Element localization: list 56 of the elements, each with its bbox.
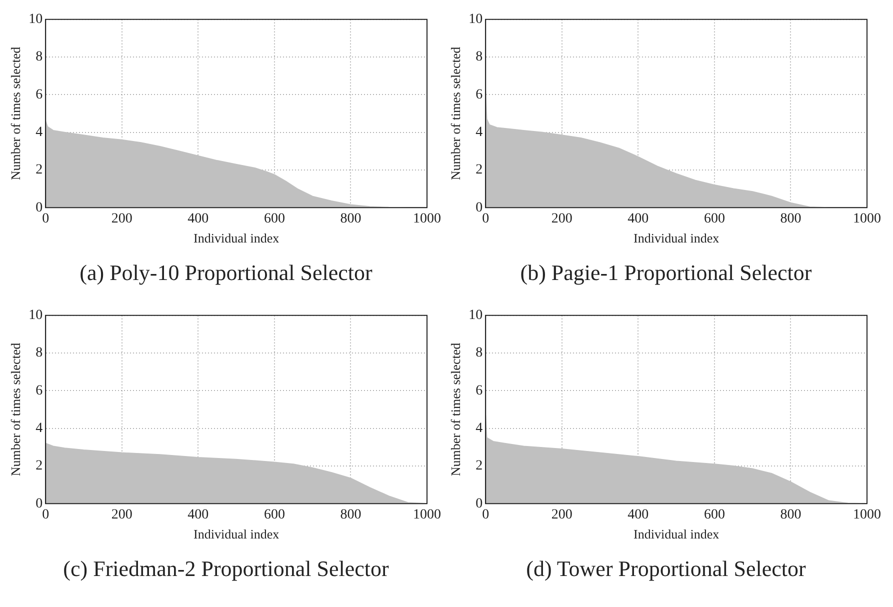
y-tick-label: 0: [36, 496, 43, 512]
x-tick-label: 600: [264, 212, 285, 227]
y-tick-label: 6: [36, 383, 43, 398]
y-tick-label: 2: [476, 162, 483, 178]
x-axis-title: Individual index: [634, 230, 720, 246]
y-tick-label: 0: [476, 496, 483, 512]
x-tick-label: 1000: [853, 508, 881, 523]
y-tick-label: 10: [468, 308, 483, 324]
x-tick-label: 600: [704, 508, 725, 523]
y-axis-title: Number of times selected: [448, 46, 464, 180]
x-tick-label: 400: [628, 212, 649, 227]
x-axis-title: Individual index: [194, 230, 280, 246]
x-tick-label: 800: [780, 212, 802, 227]
y-axis-title: Number of times selected: [448, 342, 464, 476]
y-tick-label: 8: [476, 50, 483, 65]
text: (c) Friedman-2 Proportional Selector: [62, 556, 390, 582]
x-tick-label: 200: [111, 508, 132, 523]
x-tick-label: 600: [704, 212, 725, 227]
text: (d) Tower Proportional Selector: [525, 556, 807, 582]
x-tick-label: 1000: [853, 212, 881, 227]
y-tick-label: 4: [36, 420, 43, 436]
y-tick-label: 10: [468, 12, 483, 28]
x-tick-label: 800: [340, 212, 362, 227]
y-tick-label: 6: [476, 87, 483, 102]
x-tick-label: 600: [264, 508, 285, 523]
text: (a) Poly-10 Proportional Selector: [78, 260, 374, 286]
y-tick-label: 6: [36, 87, 43, 102]
x-tick-label: 1000: [413, 508, 441, 523]
x-tick-label: 800: [340, 508, 362, 523]
y-tick-label: 4: [476, 124, 483, 140]
y-tick-label: 4: [476, 420, 483, 436]
y-tick-label: 2: [476, 458, 483, 474]
x-tick-label: 400: [188, 212, 209, 227]
x-tick-label: 200: [551, 508, 572, 523]
text: (b) Pagie-1 Proportional Selector: [519, 260, 813, 286]
y-tick-label: 8: [36, 50, 43, 65]
y-tick-label: 8: [36, 346, 43, 361]
y-axis-title: Number of times selected: [8, 46, 24, 180]
y-tick-label: 10: [28, 308, 43, 324]
x-tick-label: 800: [780, 508, 802, 523]
x-axis-title: Individual index: [194, 526, 280, 542]
y-tick-label: 4: [36, 124, 43, 140]
y-tick-label: 10: [28, 12, 43, 28]
y-axis-title: Number of times selected: [8, 342, 24, 476]
y-tick-label: 0: [36, 200, 43, 216]
y-tick-label: 2: [36, 458, 43, 474]
x-axis-title: Individual index: [634, 526, 720, 542]
y-tick-label: 8: [476, 346, 483, 361]
x-tick-label: 400: [188, 508, 209, 523]
x-tick-label: 1000: [413, 212, 441, 227]
y-tick-label: 0: [476, 200, 483, 216]
y-tick-label: 6: [476, 383, 483, 398]
y-tick-label: 2: [36, 162, 43, 178]
x-tick-label: 200: [111, 212, 132, 227]
x-tick-label: 400: [628, 508, 649, 523]
x-tick-label: 200: [551, 212, 572, 227]
